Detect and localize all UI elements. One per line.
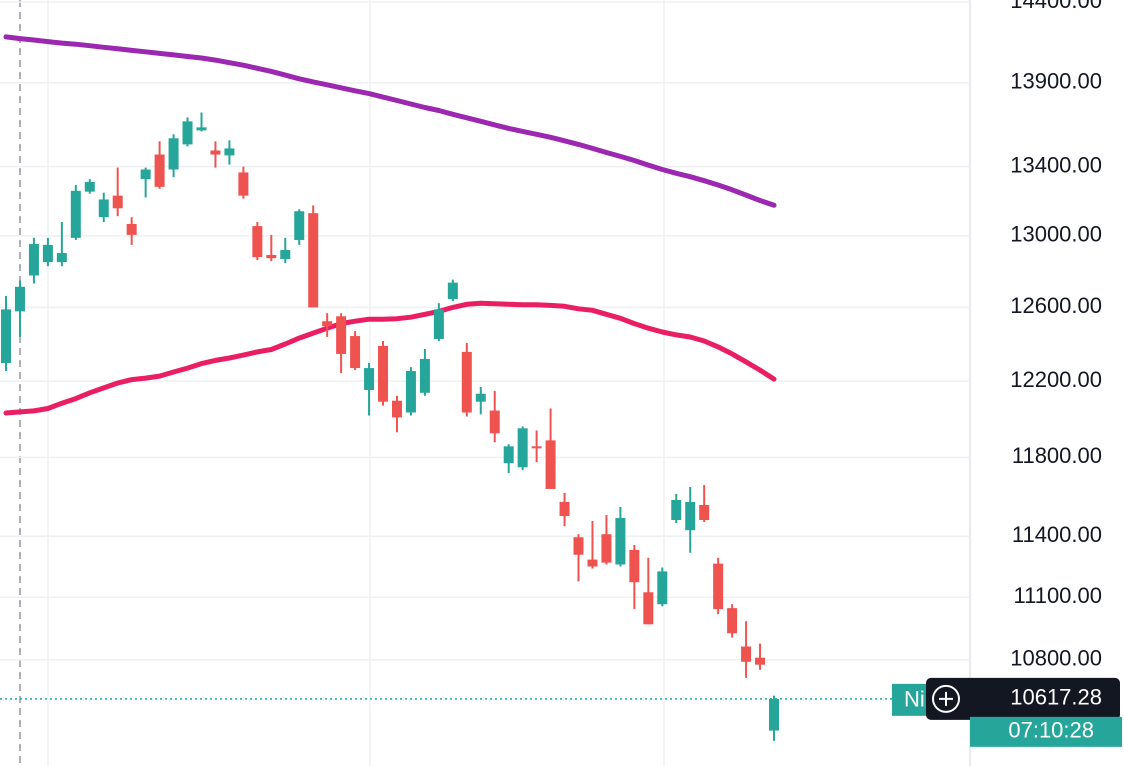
candle-body xyxy=(741,646,752,662)
candle-body xyxy=(1,309,11,364)
candle-body xyxy=(28,244,39,276)
candle-body xyxy=(252,226,263,258)
plot xyxy=(0,34,970,741)
candle-body xyxy=(405,371,416,413)
candle-body xyxy=(294,211,305,240)
candle-body xyxy=(56,253,67,263)
candle-body xyxy=(671,499,682,521)
candle-body xyxy=(769,698,779,731)
candle-body xyxy=(755,657,766,665)
candle-body xyxy=(545,440,556,489)
tag-box xyxy=(892,683,932,716)
candle-body xyxy=(699,504,710,521)
candle-body xyxy=(615,518,626,565)
candle-body xyxy=(378,345,389,402)
moving-average xyxy=(3,34,777,208)
price-label-box xyxy=(926,677,1120,720)
candle-body xyxy=(503,446,514,464)
grid xyxy=(0,1,970,661)
candle-body xyxy=(308,213,319,308)
candle-body xyxy=(84,182,95,192)
candle-body xyxy=(98,199,109,218)
candle-body xyxy=(14,286,25,312)
candle-body xyxy=(601,534,612,563)
y-tick-label: 12600.00 xyxy=(1010,293,1102,318)
candle-body xyxy=(531,446,542,449)
vertical-grid xyxy=(47,0,665,766)
candle-body xyxy=(629,549,640,583)
candle-body xyxy=(266,254,277,259)
candle-body xyxy=(517,428,528,468)
candle-body xyxy=(238,172,249,196)
y-tick-label: 13000.00 xyxy=(1010,222,1102,247)
candle-body xyxy=(322,321,333,327)
y-tick-label: 11400.00 xyxy=(1012,522,1102,547)
moving-average xyxy=(3,300,777,416)
candle-body xyxy=(364,368,375,390)
candle-body xyxy=(350,336,361,369)
candle-body xyxy=(713,563,724,610)
price-axis: 14400.00 13900.00 13400.00 13000.00 12600.00… xyxy=(892,0,1122,747)
add-icon-plus xyxy=(939,691,953,706)
y-tick-label: 13400.00 xyxy=(1010,152,1102,177)
add-icon xyxy=(932,684,960,713)
candle-body xyxy=(210,150,221,155)
candle-body xyxy=(587,559,598,567)
y-tick-label: 11800.00 xyxy=(1012,443,1102,468)
candle-body xyxy=(643,592,654,625)
candle-body xyxy=(559,501,570,517)
candle-body xyxy=(112,195,123,209)
candle-body xyxy=(475,393,486,402)
candle-body xyxy=(70,190,81,238)
candle-body xyxy=(657,571,668,605)
candle-body xyxy=(154,154,165,187)
candle-body xyxy=(168,138,179,170)
candle-body xyxy=(433,309,444,339)
candle-body xyxy=(140,169,151,180)
candle-body xyxy=(336,316,347,354)
candle-body xyxy=(461,351,472,413)
candle-body xyxy=(126,223,137,235)
y-tick-label: 12200.00 xyxy=(1010,367,1102,392)
candle-body xyxy=(224,148,235,156)
candle-body xyxy=(391,400,402,418)
candle-body xyxy=(727,608,738,634)
candle-body xyxy=(685,501,696,531)
tag-text: Ni xyxy=(904,687,925,712)
y-tick-label: 13900.00 xyxy=(1010,69,1102,94)
candle-body xyxy=(489,410,500,434)
candle-body xyxy=(573,537,584,555)
y-tick-label: 11100.00 xyxy=(1014,583,1103,608)
countdown-label: 07:10:28 xyxy=(1008,718,1094,743)
last-price-label: 10617.28 xyxy=(1010,685,1102,710)
candle-body xyxy=(447,282,458,300)
candle-body xyxy=(182,121,193,145)
countdown-box xyxy=(970,716,1122,747)
candle-body xyxy=(42,244,53,263)
y-tick-label: 10800.00 xyxy=(1010,646,1102,671)
candle-body xyxy=(196,127,207,131)
candle-body xyxy=(280,250,291,260)
y-tick-label: 14400.00 xyxy=(1010,0,1102,13)
candle-body xyxy=(419,358,430,393)
